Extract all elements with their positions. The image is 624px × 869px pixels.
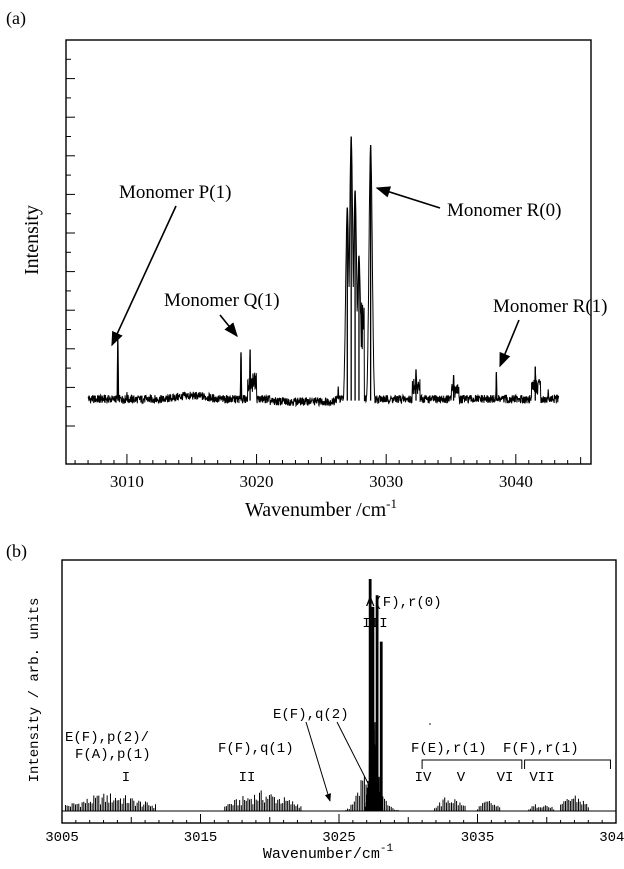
bracket-fe-r1 xyxy=(422,760,522,769)
panel-a-x-ticks: 3010 3020 3030 3040 xyxy=(75,454,581,491)
x-tick-label: 3005 xyxy=(45,830,79,846)
x-tick-label: 3040 xyxy=(499,472,533,491)
x-tick-label: 3015 xyxy=(184,830,218,846)
annotation-arrow xyxy=(306,722,330,801)
x-tick-label: 3020 xyxy=(240,472,274,491)
x-tick-label: 3025 xyxy=(322,830,356,846)
panel-b-plot: 30053015302530353045 IIIIIIIVVVIVIIE(F),… xyxy=(45,560,624,846)
group-label: IV xyxy=(415,770,432,786)
annotation-arrow xyxy=(377,188,440,208)
group-label: VII xyxy=(529,770,554,786)
annotation-label: F(E),r(1) xyxy=(411,741,487,757)
panel-a-x-axis-label: Wavenumber /cm-1 xyxy=(245,496,397,521)
panel-a-x-axis-label-superscript: -1 xyxy=(386,496,397,511)
x-tick-label: 3010 xyxy=(110,472,144,491)
x-tick-label: 3035 xyxy=(461,830,495,846)
panel-a-spikes xyxy=(118,137,535,401)
group-label: VI xyxy=(497,770,514,786)
annotation-label: E(F),p(2)/ xyxy=(65,730,149,746)
panel-a-y-axis-label: Intensity xyxy=(21,205,43,275)
annotation-arrow xyxy=(112,206,176,345)
panel-a-label: (a) xyxy=(6,8,26,29)
annotation-label: Monomer Q(1) xyxy=(164,290,280,311)
annotation-label: F(F),q(1) xyxy=(218,741,294,757)
x-tick-label: 3030 xyxy=(369,472,403,491)
annotation-label: A(F),r(0) xyxy=(366,595,442,611)
panel-a-spectrum-line xyxy=(88,137,559,406)
annotation-label: F(A),p(1) xyxy=(75,747,151,763)
annotation-arrow xyxy=(500,320,519,366)
panel-b-x-axis-label: Wavenumber/cm-1 xyxy=(263,843,394,863)
group-label: V xyxy=(457,770,466,786)
group-label: I xyxy=(122,770,130,786)
annotation-arrow xyxy=(220,315,237,336)
panel-a-y-ticks xyxy=(66,59,75,426)
annotation-label: Monomer R(1) xyxy=(493,296,608,317)
x-tick-label: 3045 xyxy=(599,830,624,846)
panel-b-x-axis-label-superscript: -1 xyxy=(380,843,394,855)
group-label: II xyxy=(239,770,256,786)
panel-b-x-axis-label-text: Wavenumber/cm xyxy=(263,846,380,863)
panel-b-y-axis-label: Intensity / arb. units xyxy=(27,598,43,783)
panel-b-label: (b) xyxy=(6,541,27,562)
panel-b-x-ticks: 3005 3015 3025 3035 3045 xyxy=(45,814,624,846)
annotation-label: F(F),r(1) xyxy=(503,741,579,757)
annotation-label: Monomer R(0) xyxy=(447,200,562,221)
group-label: III xyxy=(362,616,387,632)
bracket-ff-r1 xyxy=(525,760,611,769)
panel-a-x-axis-label-text: Wavenumber /cm xyxy=(245,499,387,521)
panel-a-plot: 3010 3020 3030 3040 Monomer P(1) Monomer Q(1… xyxy=(66,40,608,491)
stick-peak xyxy=(380,642,383,811)
speck xyxy=(429,723,431,725)
annotation-label: Monomer P(1) xyxy=(119,182,231,203)
annotation-label: E(F),q(2) xyxy=(273,707,349,723)
